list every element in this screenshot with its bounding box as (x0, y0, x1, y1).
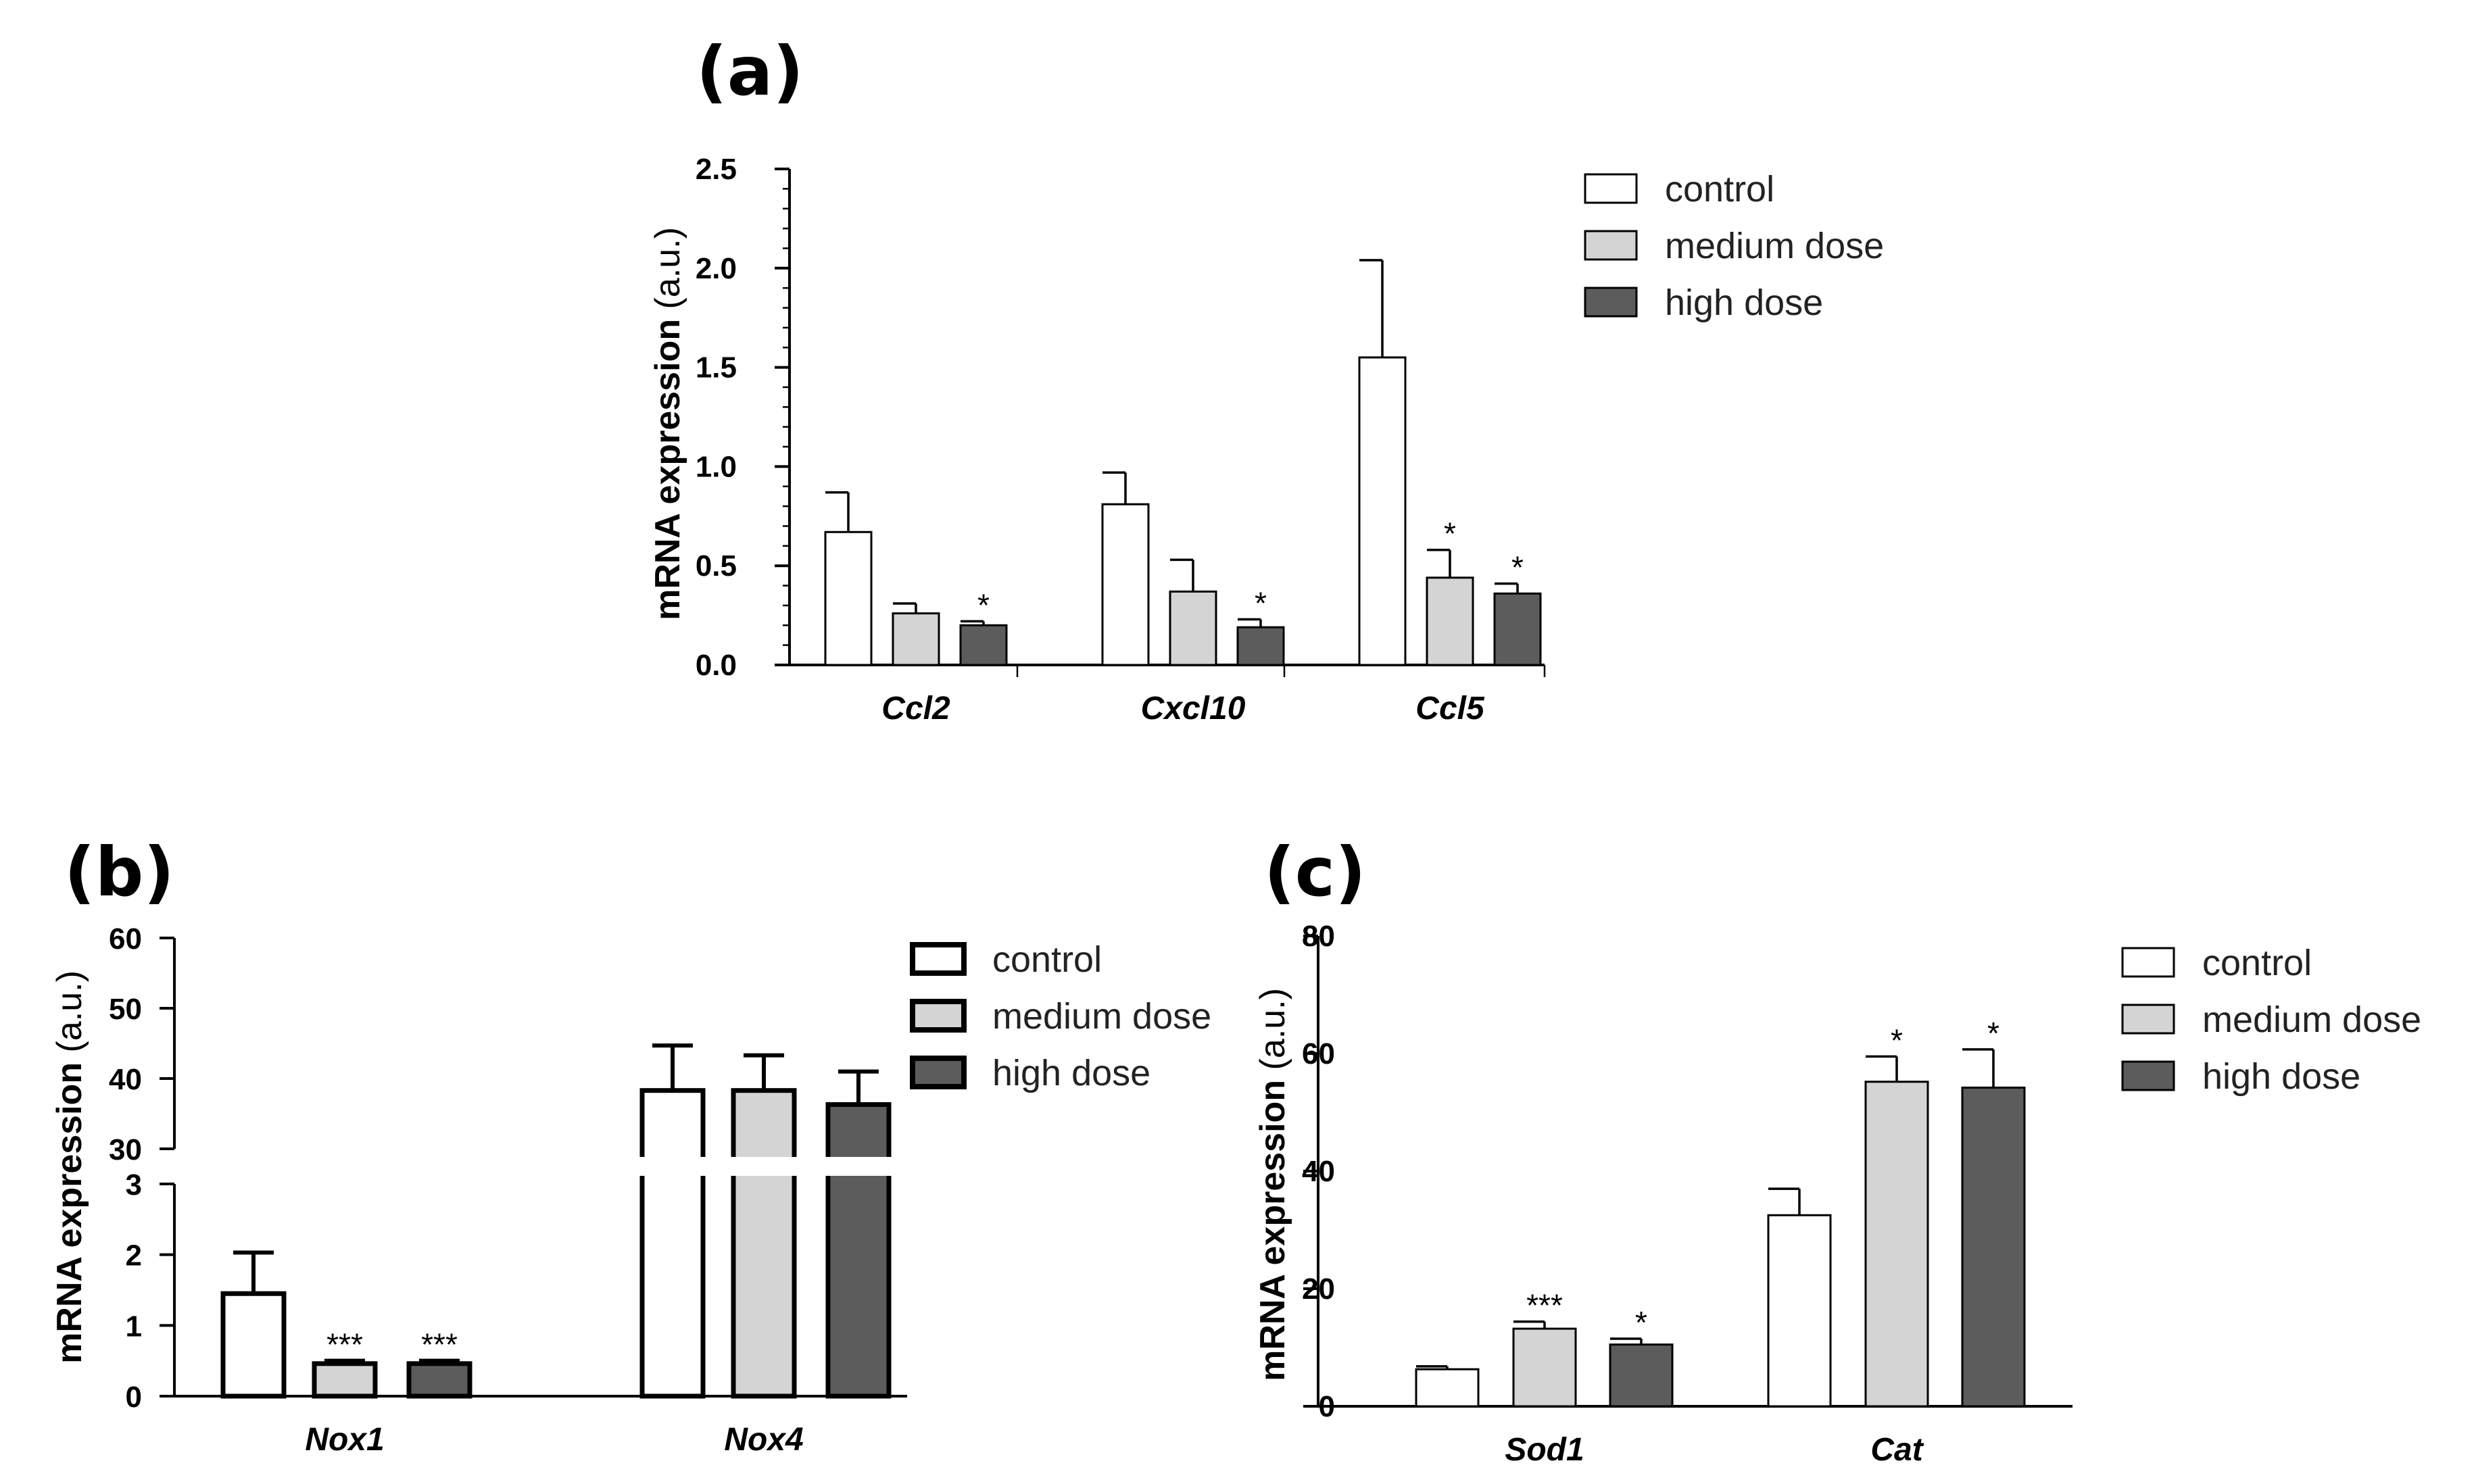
y-axis-label-a: mRNA expression (a.u.) (648, 227, 687, 620)
y-tick-label: 30 (109, 1133, 142, 1166)
bar-ccl2-control (824, 530, 873, 666)
y-tick-label: 0.0 (696, 649, 737, 682)
legend-label: control (2202, 943, 2312, 983)
bar-cat-control (1767, 1214, 1832, 1408)
x-category-label: Sod1 (1505, 1432, 1584, 1468)
y-tick-label: 2.0 (696, 252, 737, 285)
panel-b: 0 1 2 330 40 50 60 *** *** Nox1 Nox4 (109, 922, 907, 1458)
x-category-label: Nox1 (305, 1422, 384, 1458)
x-category-label: Nox4 (724, 1422, 803, 1458)
significance-marker: * (977, 587, 990, 622)
y-tick-label: 80 (1302, 920, 1335, 953)
bar-cat-medium-dose (1864, 1081, 1929, 1408)
bar-nox4-control (639, 1088, 706, 1399)
legend-swatch-high-dose (1584, 287, 1638, 318)
legend-label: medium dose (1665, 226, 1884, 266)
bar-nox1-high-dose (406, 1361, 472, 1399)
panel-label-b: (b) (64, 833, 174, 912)
bar-ccl2-high-dose (959, 624, 1008, 666)
bar-ccl5-high-dose (1493, 592, 1542, 666)
bar-cat-high-dose (1961, 1086, 2026, 1408)
y-tick-label: 60 (1302, 1037, 1335, 1070)
bar-ccl5-control (1358, 356, 1407, 666)
panel-label-a: (a) (696, 32, 804, 111)
y-axis-label-c: mRNA expression (a.u.) (1253, 988, 1292, 1381)
y-tick-label: 1.0 (696, 450, 737, 483)
bar-nox4-high-dose (825, 1102, 892, 1399)
y-axis-label-unit: (a.u.) (648, 227, 687, 319)
panel-label-c: (c) (1264, 833, 1366, 912)
y-tick-label: 3 (126, 1168, 142, 1202)
y-axis-label-main: mRNA expression (50, 1062, 89, 1364)
bar-cxcl10-control (1101, 503, 1150, 666)
y-tick-label: 20 (1302, 1272, 1335, 1306)
legend-swatch-control (2121, 947, 2175, 978)
significance-marker: * (1635, 1305, 1647, 1340)
legend-swatch-high-dose (2121, 1060, 2175, 1091)
y-tick-label: 2 (126, 1239, 142, 1272)
bar-sod1-control (1415, 1368, 1480, 1408)
y-tick-label: 40 (1302, 1155, 1335, 1188)
significance-marker: * (1511, 550, 1524, 585)
x-category-label: Cxcl10 (1141, 691, 1246, 726)
axis-break-gap (637, 1157, 708, 1176)
legend-label: medium dose (992, 996, 1211, 1037)
x-category-label: Cat (1870, 1432, 1924, 1468)
y-axis-label-main: mRNA expression (1253, 1080, 1292, 1381)
legend-swatch-control (910, 942, 967, 976)
legend-swatch-high-dose (910, 1056, 967, 1089)
y-tick-label: 60 (109, 922, 142, 956)
y-tick-label: 0.5 (696, 549, 737, 583)
y-tick-label: 40 (109, 1063, 142, 1096)
legend-label: control (1665, 169, 1774, 209)
significance-marker: *** (326, 1327, 363, 1362)
significance-marker: *** (1526, 1288, 1563, 1323)
y-tick-label: 50 (109, 993, 142, 1026)
x-category-label: Ccl2 (881, 691, 950, 726)
legend-b: control medium dose high dose (910, 939, 1211, 1093)
legend-label: medium dose (2202, 999, 2421, 1040)
y-axis-label-main: mRNA expression (648, 319, 687, 620)
y-axis-label-unit: (a.u.) (1253, 988, 1292, 1080)
bar-nox1-control (220, 1291, 287, 1399)
y-tick-label: 1.5 (696, 351, 737, 385)
bar-nox1-medium-dose (312, 1361, 378, 1399)
bar-ccl5-medium-dose (1426, 576, 1474, 666)
panel-a: 0.0 0.5 1.0 1.5 2.0 2.5 * Ccl2 * Cxcl10 * * Ccl5 (696, 153, 1546, 726)
x-category-label: Ccl5 (1415, 691, 1485, 726)
bar-cxcl10-high-dose (1236, 626, 1285, 666)
y-tick-label: 1 (126, 1310, 142, 1343)
legend-swatch-medium-dose (2121, 1004, 2175, 1035)
y-axis-label-unit: (a.u.) (50, 970, 89, 1062)
legend-c: control medium dose high dose (2121, 943, 2421, 1097)
y-tick-label: 0 (1319, 1390, 1335, 1423)
legend-label: control (992, 939, 1102, 980)
y-tick-label: 0 (126, 1381, 142, 1414)
bar-nox4-medium-dose (731, 1088, 797, 1399)
bar-ccl2-medium-dose (892, 612, 940, 666)
significance-marker: * (1891, 1022, 1903, 1058)
legend-label: high dose (992, 1053, 1150, 1093)
bar-cxcl10-medium-dose (1169, 590, 1217, 666)
significance-marker: * (1255, 585, 1267, 620)
legend-label: high dose (1665, 282, 1823, 323)
significance-marker: * (1444, 516, 1456, 551)
significance-marker: * (1987, 1016, 1999, 1051)
bar-sod1-high-dose (1609, 1343, 1674, 1408)
legend-label: high dose (2202, 1056, 2360, 1097)
y-axis-label-b: mRNA expression (a.u.) (50, 970, 89, 1364)
y-tick-label: 2.5 (696, 153, 737, 186)
legend-swatch-control (1584, 173, 1638, 204)
axis-break-gap (823, 1157, 894, 1176)
bar-sod1-medium-dose (1512, 1327, 1577, 1408)
legend-a: control medium dose high dose (1584, 169, 1884, 323)
legend-swatch-medium-dose (1584, 230, 1638, 261)
significance-marker: *** (421, 1327, 458, 1362)
axis-break-gap (728, 1157, 800, 1176)
legend-swatch-medium-dose (910, 999, 967, 1033)
